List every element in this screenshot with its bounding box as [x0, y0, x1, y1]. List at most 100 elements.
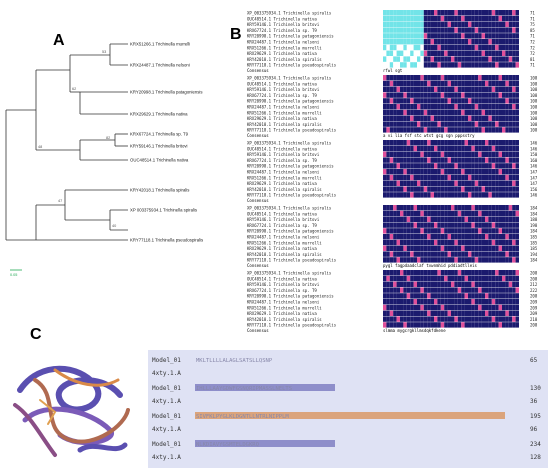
alignment-residue-cell	[427, 27, 431, 33]
alignment-residue-cell	[389, 27, 394, 33]
alignment-residue-cell	[464, 15, 468, 22]
alignment-residue-cell	[495, 322, 499, 328]
alignment-residue-cell	[474, 281, 479, 287]
alignment-sequence-name: KRY42018.1 Trichinella spiralis	[247, 252, 322, 257]
alignment-residue-cell	[512, 192, 516, 198]
alignment-residue-cell	[471, 75, 475, 81]
alignment-residue-cell	[485, 21, 489, 27]
alignment-residue-cell	[417, 62, 421, 68]
alignment-residue-cell	[400, 205, 404, 211]
alignment-residue-cell	[491, 234, 496, 240]
alignment-residue-cell	[413, 10, 417, 16]
alignment-residue-cell	[508, 75, 513, 81]
alignment-residue-cell	[485, 86, 489, 92]
alignment-residue-cell	[430, 80, 434, 87]
alignment-residue-cell	[444, 62, 448, 68]
alignment-residue-cell	[502, 39, 506, 45]
structure-row-label: Model_01	[152, 413, 181, 420]
alignment-residue-cell	[502, 62, 506, 68]
alignment-sequence-name: KRY77118.1 Trichinella pseudospiralis	[247, 128, 337, 133]
alignment-residue-cell	[423, 151, 428, 157]
alignment-residue-cell	[430, 115, 434, 121]
alignment-residue-cell	[468, 75, 472, 81]
alignment-residue-cell	[403, 121, 407, 127]
alignment-residue-cell	[403, 10, 407, 16]
alignment-residue-cell	[383, 86, 387, 92]
alignment-end-position: 194	[530, 252, 538, 257]
alignment-residue-cell	[457, 234, 462, 240]
alignment-residue-cell	[464, 157, 468, 163]
alignment-residue-cell	[491, 205, 496, 211]
alignment-residue-cell	[383, 15, 387, 22]
alignment-residue-cell	[471, 109, 475, 116]
structure-row-label: 4xty.1.A	[152, 398, 181, 405]
alignment-residue-cell	[389, 169, 394, 175]
alignment-residue-cell	[393, 98, 397, 104]
alignment-residue-cell	[423, 80, 428, 87]
alignment-residue-cell	[417, 104, 421, 110]
alignment-residue-cell	[457, 174, 462, 181]
alignment-residue-cell	[383, 180, 387, 186]
alignment-residue-cell	[410, 33, 414, 39]
alignment-residue-cell	[468, 310, 472, 316]
alignment-residue-cell	[454, 304, 458, 311]
alignment-residue-cell	[447, 44, 451, 51]
alignment-residue-cell	[505, 205, 509, 211]
alignment-residue-cell	[508, 180, 513, 186]
alignment-residue-cell	[383, 140, 387, 146]
alignment-residue-cell	[498, 86, 502, 92]
alignment-residue-cell	[464, 251, 468, 257]
alignment-residue-cell	[495, 80, 499, 87]
tree-taxon: KRX51266.1 Trichinella murrelli	[130, 42, 190, 47]
alignment-residue-cell	[451, 157, 455, 163]
alignment-residue-cell	[512, 109, 516, 116]
alignment-residue-cell	[491, 216, 496, 222]
alignment-residue-cell	[389, 21, 394, 27]
alignment-residue-cell	[396, 299, 400, 305]
alignment-residue-cell	[434, 186, 438, 192]
alignment-residue-cell	[461, 27, 465, 33]
alignment-residue-cell	[515, 304, 519, 311]
alignment-residue-cell	[474, 293, 479, 299]
alignment-residue-cell	[447, 151, 451, 157]
alignment-residue-cell	[396, 27, 400, 33]
alignment-residue-cell	[488, 163, 492, 169]
alignment-residue-cell	[481, 27, 485, 33]
alignment-residue-cell	[471, 10, 475, 16]
alignment-residue-cell	[386, 310, 390, 316]
alignment-residue-cell	[440, 39, 445, 45]
alignment-residue-cell	[440, 109, 445, 116]
alignment-residue-cell	[454, 180, 458, 186]
alignment-residue-cell	[464, 186, 468, 192]
alignment-residue-cell	[437, 21, 441, 27]
alignment-end-position: 198	[530, 223, 538, 228]
alignment-residue-cell	[437, 56, 441, 62]
alignment-residue-cell	[447, 62, 451, 68]
alignment-residue-cell	[461, 270, 465, 276]
alignment-residue-cell	[508, 21, 513, 27]
alignment-residue-cell	[400, 10, 404, 16]
alignment-residue-cell	[451, 33, 455, 39]
alignment-residue-cell	[403, 228, 407, 234]
alignment-residue-cell	[468, 127, 472, 133]
alignment-residue-cell	[427, 56, 431, 62]
alignment-residue-cell	[423, 304, 428, 311]
tree-taxon: KRY77118.1 Trichinella pseudospiralis	[130, 238, 203, 243]
alignment-residue-cell	[430, 299, 434, 305]
alignment-residue-cell	[417, 210, 421, 217]
alignment-residue-cell	[488, 86, 492, 92]
alignment-residue-cell	[495, 186, 499, 192]
alignment-residue-cell	[488, 205, 492, 211]
alignment-residue-cell	[417, 27, 421, 33]
alignment-residue-cell	[488, 75, 492, 81]
alignment-residue-cell	[383, 56, 387, 62]
alignment-sequence-name: KRX51266.1 Trichinella murrelli	[247, 240, 322, 245]
alignment-residue-cell	[413, 115, 417, 121]
alignment-residue-cell	[464, 44, 468, 51]
alignment-residue-cell	[386, 210, 390, 217]
alignment-residue-cell	[383, 39, 387, 45]
alignment-residue-cell	[423, 310, 428, 316]
alignment-residue-cell	[403, 245, 407, 251]
structure-row-label: Model_01	[152, 441, 181, 448]
alignment-residue-cell	[495, 104, 499, 110]
